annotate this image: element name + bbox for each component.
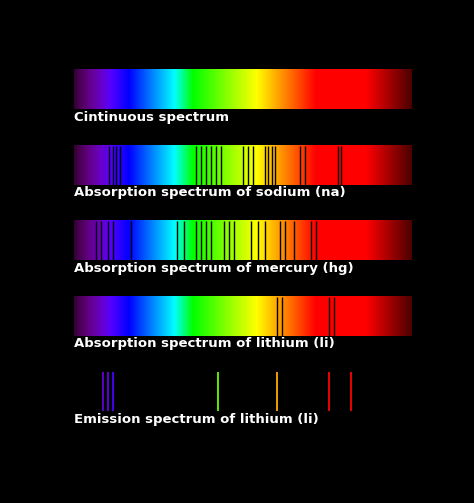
Text: Absorption spectrum of lithium (li): Absorption spectrum of lithium (li) [74,338,335,351]
Text: Absorption spectrum of mercury (hg): Absorption spectrum of mercury (hg) [74,262,354,275]
Text: Cintinuous spectrum: Cintinuous spectrum [74,111,229,124]
Text: Absorption spectrum of sodium (na): Absorption spectrum of sodium (na) [74,187,346,199]
Bar [74,372,412,411]
Text: Emission spectrum of lithium (li): Emission spectrum of lithium (li) [74,413,319,426]
